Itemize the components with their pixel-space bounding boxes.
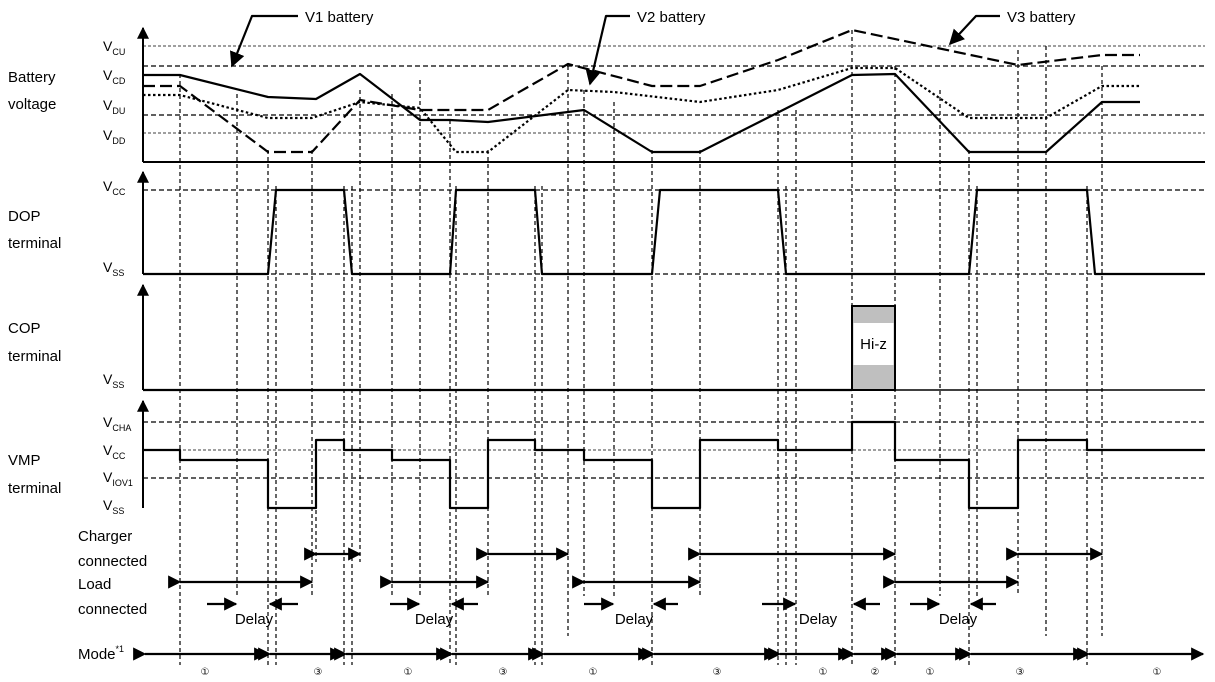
dop-terminal-label-line2: terminal [8, 235, 61, 252]
vmp-vcc-level-label: VCC [103, 442, 126, 461]
delay-label: Delay [799, 611, 838, 628]
delay-label: Delay [615, 611, 654, 628]
dop-waveform [143, 188, 1205, 276]
vmp-terminal-label-line1: VMP [8, 452, 41, 469]
dop-terminal-label-line1: DOP [8, 208, 41, 225]
event-lines [179, 30, 1103, 665]
delay-label: Delay [235, 611, 274, 628]
mode-label: Mode*1 [78, 644, 124, 663]
battery-callouts: V1 battery V2 battery V3 battery [229, 9, 1076, 86]
vdu-level-label: VDU [103, 97, 125, 116]
mode-number: ③ [713, 667, 722, 678]
v1-callout-arrow [229, 14, 298, 68]
vcd-level-label: VCD [103, 67, 126, 86]
vcu-level-label: VCU [103, 38, 125, 57]
v1-callout-label: V1 battery [305, 9, 374, 26]
load-connected-label-line2: connected [78, 601, 147, 618]
charger-connected-label-line2: connected [78, 553, 147, 570]
mode-number: ③ [1016, 667, 1025, 678]
mode-row: ① ③ ① ③ ① ③ ① ② ① ③ ① [133, 647, 1205, 678]
battery-voltage-label-line1: Battery [8, 69, 56, 86]
battery-waveforms [143, 28, 1140, 154]
delay-label: Delay [415, 611, 454, 628]
cop-signals: Hi-z [143, 305, 1205, 392]
vmp-vcha-level-label: VCHA [103, 414, 131, 433]
mode-number: ① [1153, 667, 1162, 678]
cop-hiz-window [853, 323, 894, 365]
vdd-level-label: VDD [103, 127, 126, 146]
mode-number: ① [926, 667, 935, 678]
charger-connected-label-line1: Charger [78, 528, 132, 545]
load-connected-label-line1: Load [78, 576, 111, 593]
delay-label: Delay [939, 611, 978, 628]
cop-terminal-label-line2: terminal [8, 348, 61, 365]
v3-battery-waveform [143, 28, 1140, 154]
mode-number: ① [201, 667, 210, 678]
mode-number: ③ [314, 667, 323, 678]
mode-number: ① [589, 667, 598, 678]
mode-number: ② [871, 667, 880, 678]
vmp-vss-level-label: VSS [103, 497, 124, 516]
mode-number: ③ [499, 667, 508, 678]
cop-vss-level-label: VSS [103, 371, 124, 390]
mode-number: ① [404, 667, 413, 678]
v3-callout-arrow [948, 14, 1000, 46]
battery-voltage-label-line2: voltage [8, 96, 56, 113]
hiz-label: Hi-z [860, 336, 887, 353]
v2-callout-arrow [585, 14, 630, 86]
cop-terminal-label-line1: COP [8, 320, 41, 337]
v2-callout-label: V2 battery [637, 9, 706, 26]
v1-battery-waveform [143, 72, 1140, 154]
v2-battery-waveform [143, 66, 1140, 154]
delay-markers: Delay Delay Delay Delay Delay [207, 597, 996, 628]
vmp-terminal-label-line2: terminal [8, 480, 61, 497]
row-labels: Battery voltage DOP terminal COP termina… [8, 69, 147, 663]
mode-number: ① [819, 667, 828, 678]
v3-callout-label: V3 battery [1007, 9, 1076, 26]
axes [137, 26, 1205, 508]
vmp-waveform [143, 420, 1205, 510]
level-labels: VCU VCD VDU VDD VCC VSS VSS VCHA VCC VIO… [103, 38, 133, 516]
dop-vcc-level-label: VCC [103, 178, 126, 197]
dop-vss-level-label: VSS [103, 259, 124, 278]
vmp-viov1-level-label: VIOV1 [103, 469, 133, 488]
